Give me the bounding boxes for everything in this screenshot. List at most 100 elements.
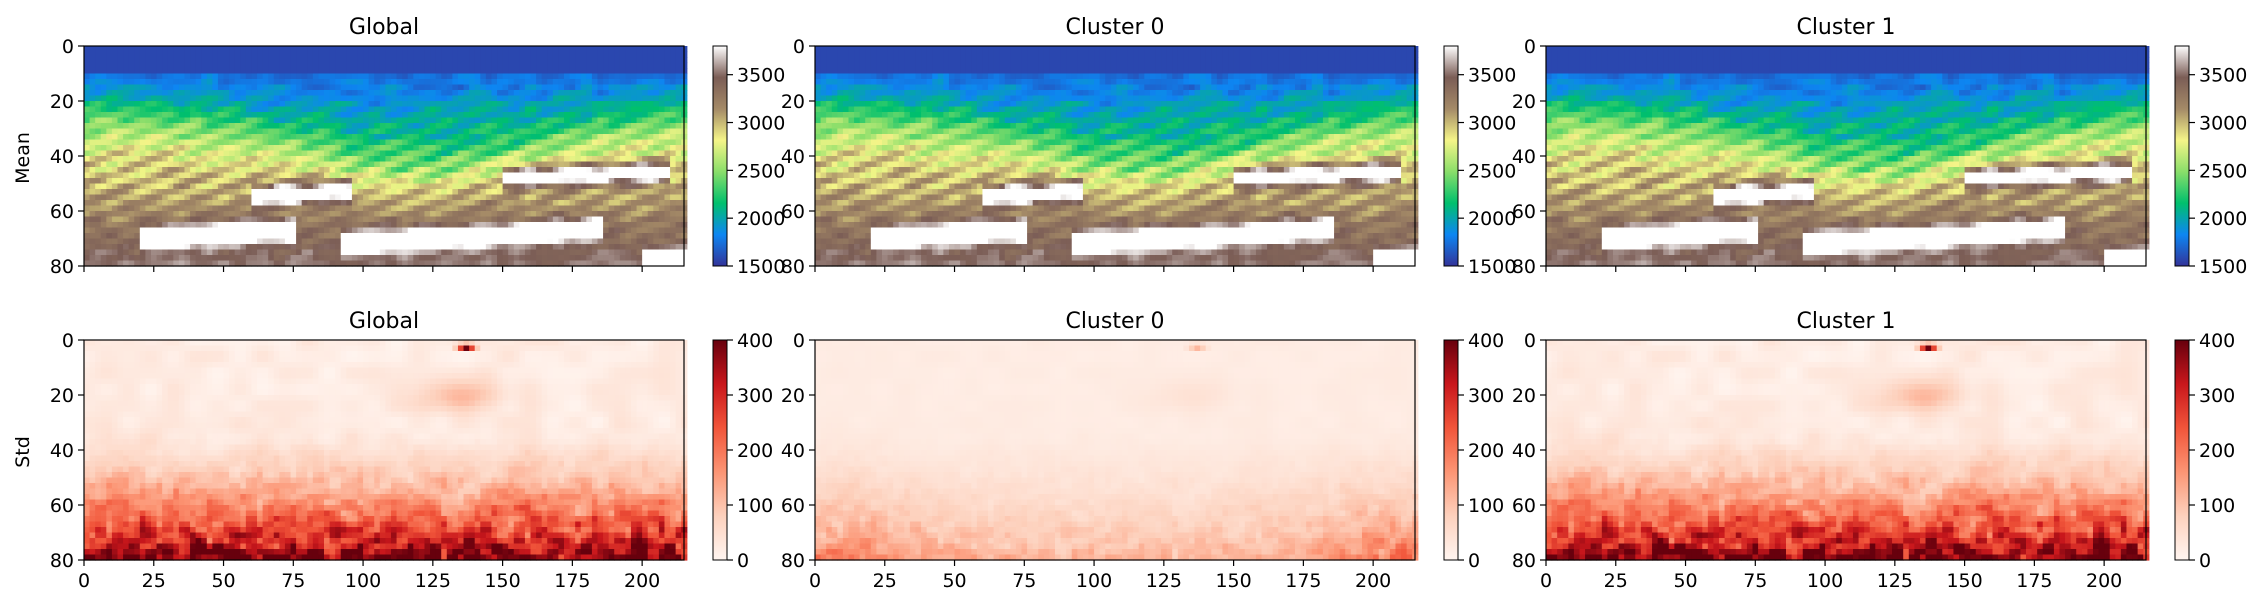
heatmap-cell	[441, 189, 447, 195]
heatmap-cell	[670, 184, 676, 190]
heatmap-cell	[1183, 46, 1189, 52]
heatmap-cell	[263, 123, 269, 129]
heatmap-cell	[207, 101, 213, 107]
heatmap-cell	[157, 162, 163, 168]
heatmap-cell	[173, 200, 179, 206]
heatmap-cell	[1072, 52, 1078, 58]
heatmap-cell	[346, 134, 352, 140]
heatmap-cell	[90, 162, 96, 168]
heatmap-cell	[564, 118, 570, 124]
heatmap-cell	[586, 222, 592, 228]
heatmap-cell	[547, 63, 553, 69]
heatmap-cell	[251, 107, 257, 113]
heatmap-cell	[218, 178, 224, 184]
heatmap-cell	[464, 145, 470, 151]
heatmap-cell	[464, 96, 470, 102]
heatmap-cell	[570, 184, 576, 190]
heatmap-cell	[436, 79, 442, 85]
heatmap-cell	[318, 167, 324, 173]
heatmap-cell	[642, 123, 648, 129]
heatmap-cell	[374, 85, 380, 91]
heatmap-cell	[363, 123, 369, 129]
heatmap-cell	[374, 63, 380, 69]
heatmap-cell	[285, 90, 291, 96]
heatmap-cell	[430, 90, 436, 96]
heatmap-cell	[112, 250, 118, 256]
heatmap-cell	[357, 46, 363, 52]
heatmap-cell	[190, 74, 196, 80]
heatmap-cell	[1284, 63, 1290, 69]
heatmap-cell	[464, 140, 470, 146]
heatmap-cell	[201, 101, 207, 107]
heatmap-cell	[145, 46, 151, 52]
heatmap-cell	[151, 68, 157, 74]
heatmap-cell	[251, 162, 257, 168]
heatmap-cell	[246, 244, 252, 250]
heatmap-cell	[508, 68, 514, 74]
heatmap-cell	[168, 217, 174, 223]
heatmap-cell	[224, 68, 230, 74]
heatmap-cell	[279, 189, 285, 195]
heatmap-cell	[614, 250, 620, 256]
heatmap-cell	[436, 244, 442, 250]
heatmap-cell	[145, 167, 151, 173]
heatmap-cell	[196, 233, 202, 239]
heatmap-cell	[129, 85, 135, 91]
heatmap-cell	[519, 222, 525, 228]
heatmap-cell	[285, 74, 291, 80]
heatmap-cell	[525, 63, 531, 69]
heatmap-cell	[123, 57, 129, 63]
heatmap-cell	[1128, 74, 1134, 80]
heatmap-cell	[346, 112, 352, 118]
heatmap-cell	[302, 46, 308, 52]
heatmap-cell	[653, 63, 659, 69]
heatmap-cell	[659, 200, 665, 206]
heatmap-cell	[291, 206, 297, 212]
heatmap-cell	[352, 85, 358, 91]
heatmap-cell	[542, 57, 548, 63]
heatmap-cell	[357, 57, 363, 63]
heatmap-cell	[659, 244, 665, 250]
heatmap-cell	[1340, 68, 1346, 74]
heatmap-cell	[296, 233, 302, 239]
heatmap-cell	[330, 189, 336, 195]
heatmap-cell	[592, 211, 598, 217]
heatmap-cell	[201, 189, 207, 195]
heatmap-cell	[157, 200, 163, 206]
heatmap-cell	[134, 206, 140, 212]
heatmap-cell	[279, 255, 285, 261]
heatmap-cell	[491, 211, 497, 217]
heatmap-cell	[609, 74, 615, 80]
heatmap-cell	[1200, 57, 1206, 63]
heatmap-cell	[330, 145, 336, 151]
heatmap-cell	[123, 129, 129, 135]
heatmap-cell	[430, 173, 436, 179]
heatmap-cell	[179, 52, 185, 58]
heatmap-cell	[397, 96, 403, 102]
heatmap-cell	[547, 140, 553, 146]
heatmap-cell	[486, 134, 492, 140]
heatmap-cell	[385, 255, 391, 261]
heatmap-cell	[313, 57, 319, 63]
heatmap-cell	[117, 68, 123, 74]
heatmap-cell	[408, 63, 414, 69]
heatmap-cell	[151, 195, 157, 201]
heatmap-cell	[385, 118, 391, 124]
heatmap-cell	[212, 68, 218, 74]
heatmap-cell	[469, 46, 475, 52]
heatmap-cell	[670, 85, 676, 91]
heatmap-cell	[184, 156, 190, 162]
heatmap-cell	[988, 74, 994, 80]
heatmap-cell	[129, 162, 135, 168]
heatmap-cell	[564, 85, 570, 91]
heatmap-cell	[385, 222, 391, 228]
heatmap-cell	[90, 96, 96, 102]
heatmap-cell	[346, 123, 352, 129]
heatmap-cell	[402, 74, 408, 80]
heatmap-cell	[609, 233, 615, 239]
heatmap-cell	[1301, 46, 1307, 52]
heatmap-cell	[536, 140, 542, 146]
heatmap-cell	[196, 206, 202, 212]
heatmap-cell	[519, 46, 525, 52]
heatmap-cell	[157, 68, 163, 74]
